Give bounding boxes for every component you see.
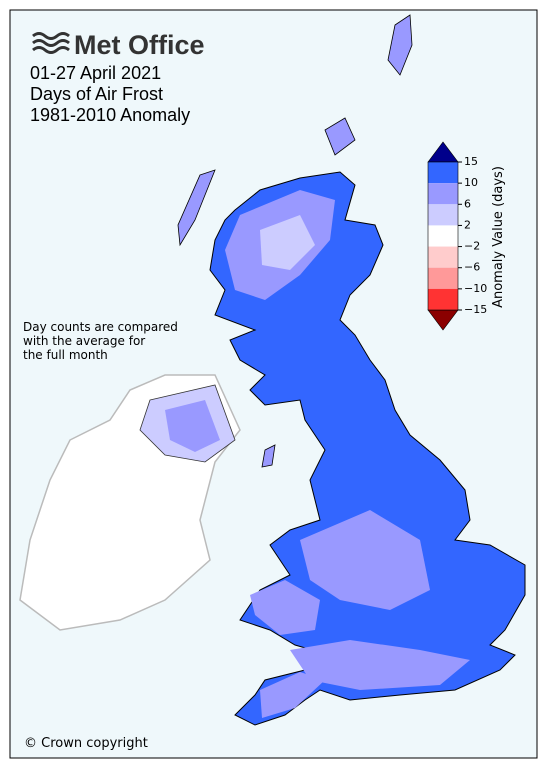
title-line: 1981-2010 Anomaly [30, 105, 190, 125]
colorbar-tick-label: −6 [464, 261, 480, 274]
title-line: Days of Air Frost [30, 84, 163, 104]
note-line: the full month [23, 348, 108, 362]
copyright: © Crown copyright [24, 736, 148, 751]
colorbar-tick-label: 15 [464, 155, 478, 168]
colorbar-label: Anomaly Value (days) [491, 166, 506, 308]
isle-of-man [261, 444, 276, 468]
colorbar-outline [427, 161, 459, 311]
southwest [260, 672, 325, 718]
logo-waves [32, 32, 70, 54]
logo-text: Met Office [74, 30, 205, 60]
wales [250, 580, 320, 635]
note-line: with the average for [23, 334, 145, 348]
shetland [387, 14, 413, 76]
colorbar-segment [428, 288, 458, 310]
northern-ireland-patch [165, 400, 220, 452]
colorbar-segment [428, 267, 458, 289]
note-line: Day counts are compared [23, 320, 178, 334]
colorbar-tick-label: 2 [464, 218, 471, 231]
colorbar-tick-label: 6 [464, 197, 471, 210]
colorbar-tick-label: 10 [464, 176, 478, 189]
colorbar-segment [428, 204, 458, 226]
title-line: 01-27 April 2021 [30, 63, 161, 83]
midlands [300, 510, 430, 610]
colorbar-segment [428, 162, 458, 184]
colorbar-segment [428, 246, 458, 268]
colorbar-tick-label: −10 [464, 282, 487, 295]
colorbar-segment [428, 183, 458, 205]
colorbar-tick-label: −2 [464, 240, 480, 253]
outer-hebrides [177, 169, 216, 247]
highlands-snow [260, 215, 315, 270]
colorbar-tick-label: −15 [464, 303, 487, 316]
colorbar-segment [428, 225, 458, 247]
south [290, 640, 470, 690]
colorbar: 15 10 6 2 −2 −6 −10 −15 [427, 141, 487, 331]
orkney [324, 117, 356, 156]
